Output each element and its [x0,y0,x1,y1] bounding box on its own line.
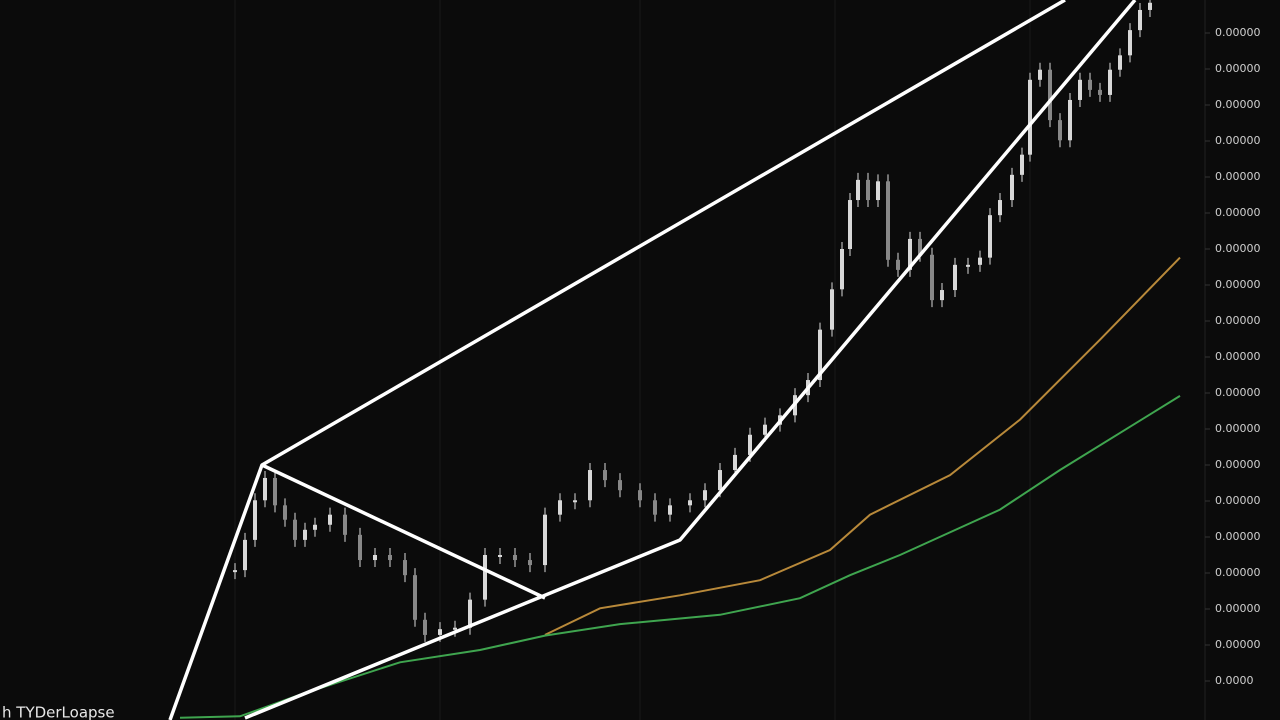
candle [998,200,1002,216]
candle [856,179,860,201]
candle [703,490,707,501]
candle [896,259,900,270]
candle [343,514,347,535]
candle [558,500,562,515]
candle [283,505,287,520]
candle [588,470,592,501]
candle [1148,2,1152,10]
y-tick-label: 0.00000 [1215,386,1261,399]
y-tick-label: 0.00000 [1215,242,1261,255]
y-tick-label: 0.00000 [1215,98,1261,111]
trendline-lower [244,0,1137,720]
candle [1028,79,1032,155]
candle [543,514,547,566]
candle [886,181,890,260]
candle [840,249,844,290]
candle [653,500,657,515]
candle [876,181,880,201]
y-tick-label: 0.00000 [1215,422,1261,435]
candle [1068,99,1072,141]
candle [638,490,642,501]
candle [253,500,257,540]
corner-label: h TYDerLoapse [2,704,115,720]
candle [1078,79,1082,100]
drawing-tools [168,0,1137,720]
y-tick-label: 0.00000 [1215,458,1261,471]
candle [243,539,247,571]
candle [303,529,307,540]
y-tick-label: 0.00000 [1215,62,1261,75]
candle [918,238,922,255]
candle [1128,30,1132,56]
candle [483,555,487,600]
candle [528,560,532,566]
y-tick-label: 0.00000 [1215,278,1261,291]
candle [940,290,944,301]
trendline-inner [261,463,546,600]
candle [1098,89,1102,95]
candle [413,575,417,620]
y-tick-label: 0.0000 [1215,674,1254,687]
candle [1058,120,1062,141]
candle [818,329,822,381]
y-tick-label: 0.00000 [1215,206,1261,219]
plot: 0.00000 0.00000 0.00000 0.00000 0.00000 0.000… [179,0,1261,719]
candle [1020,154,1024,175]
candle [358,534,362,561]
candle [978,257,982,265]
candle [668,505,672,515]
y-tick-label: 0.00000 [1215,170,1261,183]
candle [848,200,852,249]
candle [718,470,722,491]
candle [373,555,377,561]
candle [866,179,870,201]
candle [453,627,457,630]
y-tick-label: 0.00000 [1215,638,1261,651]
candle [233,570,237,573]
y-tick-label: 0.00000 [1215,602,1261,615]
candle [1048,69,1052,121]
moving-average [544,256,1181,636]
candle [1088,79,1092,90]
candle [930,254,934,301]
candle [988,215,992,258]
y-tick-label: 0.00000 [1215,350,1261,363]
y-tick-label: 0.00000 [1215,494,1261,507]
candle [513,555,517,561]
candle [1108,69,1112,95]
candle [748,434,752,455]
candle [618,480,622,491]
y-tick-label: 0.00000 [1215,530,1261,543]
y-tick-label: 0.00000 [1215,314,1261,327]
candle [763,424,767,435]
candle [313,524,317,530]
candle [830,289,834,330]
candle [293,519,297,540]
candle [953,264,957,291]
candle [603,470,607,481]
candle [388,555,392,561]
y-tick-label: 0.00000 [1215,134,1261,147]
candle [423,619,427,635]
candle [273,477,277,506]
y-tick-label: 0.00000 [1215,26,1261,39]
candle [1118,55,1122,70]
candle [573,500,577,503]
candle [1010,174,1014,201]
candle [1138,9,1142,31]
candle [263,477,267,501]
candle [733,454,737,471]
candle [1038,69,1042,80]
candle [908,238,912,270]
candle [468,599,472,628]
candle [688,500,692,506]
candle [498,555,502,557]
candle [403,560,407,576]
y-tick-label: 0.00000 [1215,566,1261,579]
candle [966,264,970,267]
candle [328,514,332,525]
candle [438,629,442,635]
